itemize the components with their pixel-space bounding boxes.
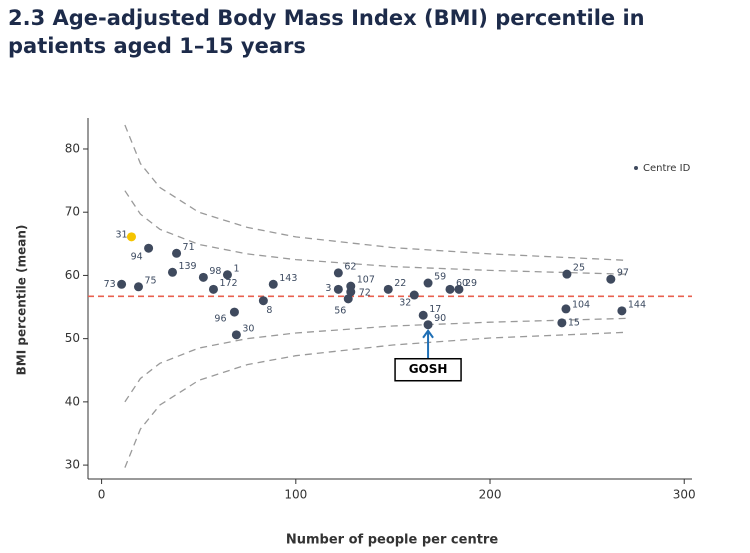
- point-label: 71: [183, 242, 195, 253]
- annotation-arrowhead: [422, 329, 434, 339]
- data-point: [172, 248, 182, 258]
- funnel-limit: [124, 331, 627, 468]
- data-point: [445, 284, 455, 294]
- point-label: 104: [572, 299, 590, 310]
- point-label: 31: [116, 229, 128, 240]
- point-label: 94: [131, 252, 143, 263]
- data-point: [333, 284, 343, 294]
- data-point: [423, 320, 433, 330]
- data-point: [383, 284, 393, 294]
- y-tick-label: 60: [65, 268, 80, 282]
- point-label: 139: [178, 261, 196, 272]
- point-label: 144: [628, 299, 646, 310]
- point-label: 22: [394, 278, 406, 289]
- point-label: 97: [617, 268, 629, 279]
- point-label: 107: [357, 275, 375, 286]
- point-label: 96: [214, 314, 226, 325]
- point-label: 62: [344, 261, 356, 272]
- data-point: [562, 269, 572, 279]
- data-point: [208, 284, 218, 294]
- x-tick-label: 200: [479, 488, 502, 502]
- point-label: 29: [465, 278, 477, 289]
- data-point: [222, 270, 232, 280]
- x-tick-label: 300: [673, 488, 696, 502]
- data-point: [268, 279, 278, 289]
- point-label: 3: [325, 283, 331, 294]
- annotation-box: [394, 357, 462, 382]
- data-point: [133, 282, 143, 292]
- data-point: [346, 287, 356, 297]
- chart-title: 2.3 Age-adjusted Body Mass Index (BMI) p…: [8, 6, 645, 58]
- point-label: 30: [242, 323, 254, 334]
- point-label: 17: [429, 304, 441, 315]
- point-label: 60: [456, 278, 468, 289]
- data-point: [144, 243, 154, 253]
- data-point: [258, 296, 268, 306]
- y-axis-label: BMI percentile (mean): [15, 225, 29, 376]
- point-label: 72: [359, 287, 371, 298]
- data-point: [167, 267, 177, 277]
- point-label: 15: [568, 317, 580, 328]
- data-point: [418, 310, 428, 320]
- point-label: 56: [334, 305, 346, 316]
- y-tick-label: 30: [65, 458, 80, 472]
- point-label: 8: [266, 305, 272, 316]
- data-point: [557, 318, 567, 328]
- data-point: [343, 294, 353, 304]
- data-point: [606, 274, 616, 284]
- y-tick-label: 80: [65, 141, 80, 155]
- point-label: 25: [573, 263, 585, 274]
- y-tick-label: 40: [65, 394, 80, 408]
- point-label: 98: [209, 266, 221, 277]
- point-label: 172: [219, 278, 237, 289]
- data-point: [198, 272, 208, 282]
- funnel-limit: [124, 317, 627, 403]
- point-label: 75: [144, 275, 156, 286]
- funnel-limit: [124, 124, 627, 261]
- y-tick-label: 50: [65, 331, 80, 345]
- point-label: 73: [104, 279, 116, 290]
- legend-marker: [634, 166, 638, 170]
- data-point: [454, 284, 464, 294]
- x-tick-label: 0: [98, 488, 106, 502]
- point-label: 32: [399, 298, 411, 309]
- legend-label: Centre ID: [643, 163, 691, 174]
- data-point: [409, 290, 419, 300]
- y-tick-label: 70: [65, 205, 80, 219]
- funnel-limit: [124, 190, 627, 275]
- point-label: 1: [233, 263, 239, 274]
- data-point: [229, 307, 239, 317]
- data-point: [617, 306, 627, 316]
- point-label: 90: [434, 313, 446, 324]
- data-point: [333, 268, 343, 278]
- data-point: [127, 232, 137, 242]
- data-point: [231, 330, 241, 340]
- annotation-label: GOSH: [409, 362, 448, 376]
- data-point: [117, 279, 127, 289]
- data-point: [423, 278, 433, 288]
- x-tick-label: 100: [284, 488, 307, 502]
- x-axis-label: Number of people per centre: [286, 533, 498, 548]
- data-point: [561, 304, 571, 314]
- point-label: 59: [434, 272, 446, 283]
- point-label: 143: [279, 273, 297, 284]
